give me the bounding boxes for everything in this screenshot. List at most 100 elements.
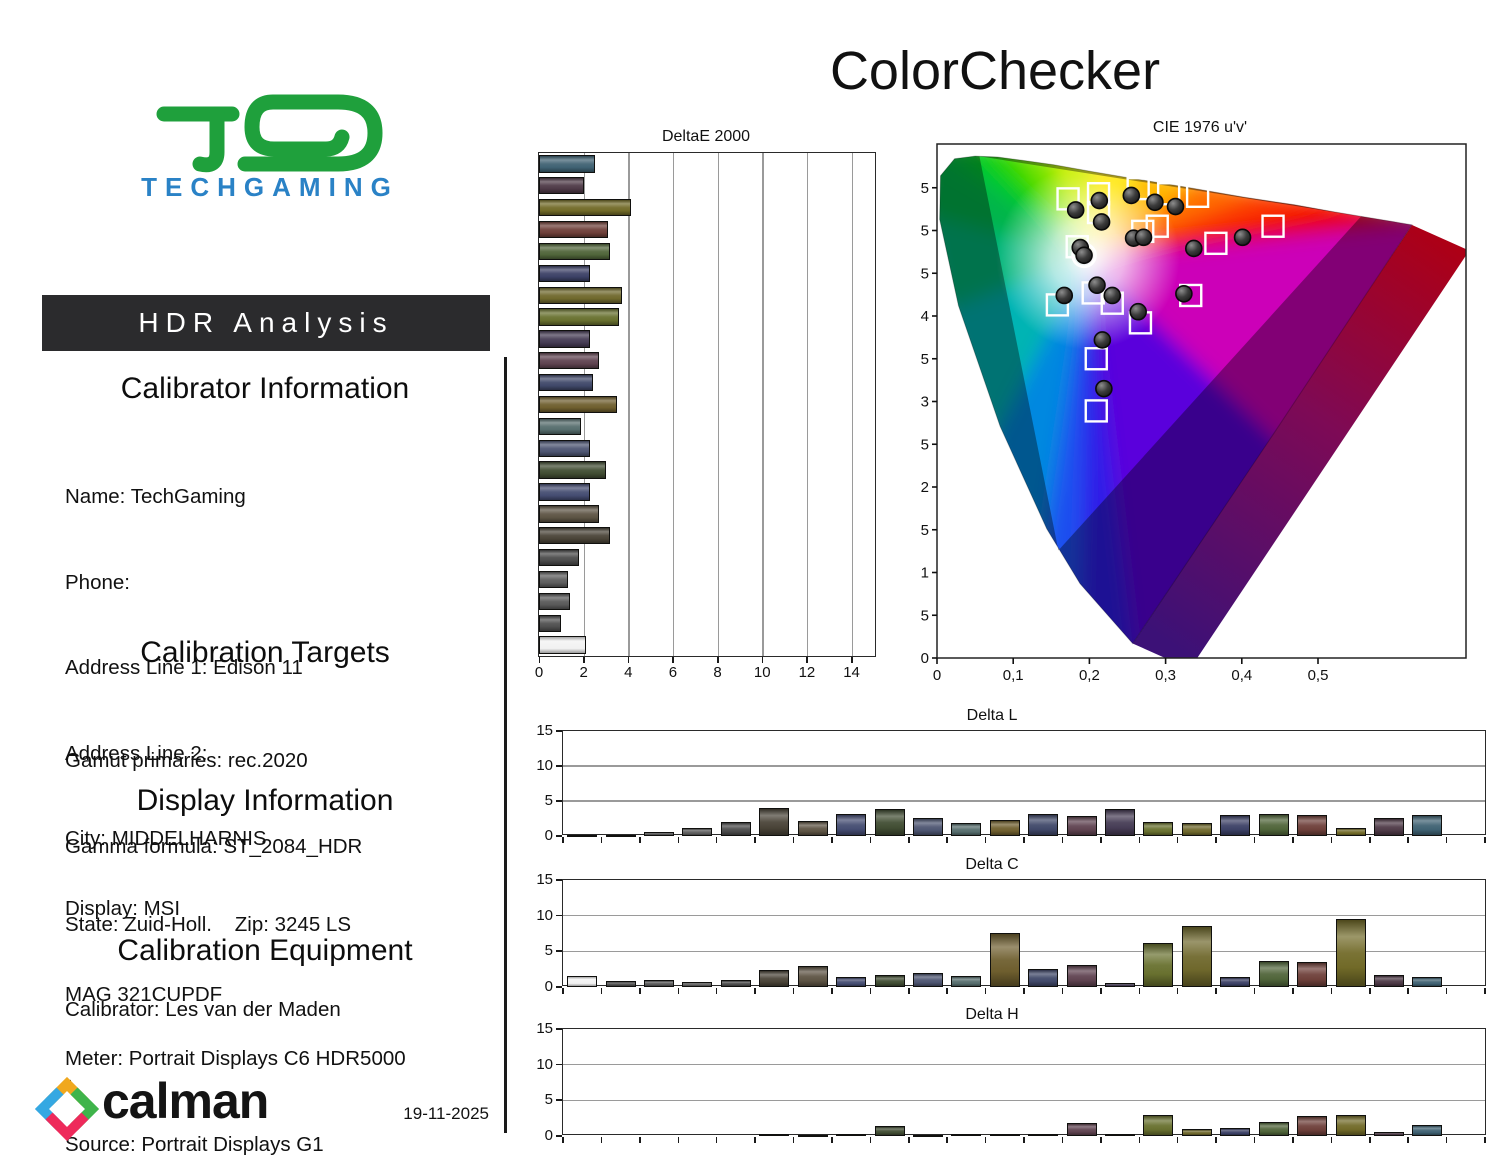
delta_h-bar xyxy=(912,1135,943,1137)
y-axis-label: 5 xyxy=(544,792,553,809)
delta_c-bar xyxy=(1297,961,1328,987)
axis-tick xyxy=(754,1137,756,1143)
deltae-bar xyxy=(539,199,631,217)
calman-chevron-bottom xyxy=(45,1112,89,1141)
deltae-chart: 0 2 4 6 8 10 12 14 xyxy=(535,152,876,681)
measured-point-marker xyxy=(1166,197,1185,216)
logo-t-stem xyxy=(192,106,225,173)
techgaming-logo-mark xyxy=(156,94,383,173)
deltae-bar xyxy=(539,548,580,567)
axis-tick xyxy=(1215,837,1217,843)
y-axis-label: 15 xyxy=(536,1020,553,1037)
axis-tick xyxy=(1292,837,1294,843)
x-axis-label: 8 xyxy=(713,664,722,681)
info-line: Address Line 2: xyxy=(65,741,208,765)
delta_l-bar xyxy=(797,820,828,836)
target-square-marker xyxy=(1185,184,1210,209)
target-square-marker xyxy=(1145,214,1169,238)
gridline xyxy=(851,153,854,656)
gridline xyxy=(563,914,1485,917)
delta_c-bar xyxy=(1258,961,1289,987)
axis-tick xyxy=(1407,988,1409,994)
deltae-bar xyxy=(539,461,606,479)
delta_c-bar xyxy=(874,974,905,987)
gridline xyxy=(563,1099,1485,1102)
measured-point-marker xyxy=(1075,246,1093,265)
spectrum-sector xyxy=(1087,221,1412,458)
y-axis-label: 10 xyxy=(536,1055,553,1073)
delta_l-bar xyxy=(1297,815,1328,836)
axis-tick xyxy=(1176,1137,1179,1143)
axis-tick xyxy=(946,837,948,843)
deltae-bar xyxy=(539,373,593,392)
info-line: MAG 321CUPDF xyxy=(65,982,223,1006)
axis-tick xyxy=(1138,1137,1140,1143)
cie-plot-area: 0 0,05 0,1 0,15 0,2 0,25 0,3 0,35 0,4 0,45 0,5 0,55… xyxy=(920,143,1467,684)
delta_c-bar xyxy=(1412,977,1443,987)
deltae-bar xyxy=(539,177,584,195)
delta_l-bar xyxy=(1105,809,1136,836)
delta_h-bar xyxy=(1143,1114,1174,1136)
axis-tick xyxy=(1215,988,1217,994)
y-axis-tick xyxy=(556,914,562,917)
y-axis-tick xyxy=(556,1063,562,1066)
info-line: Gamma formula: ST_2084_HDR xyxy=(65,834,363,858)
delta_c-bar xyxy=(1220,977,1251,987)
x-axis-label: 0 xyxy=(933,667,941,684)
delta_c-bar xyxy=(1373,974,1404,987)
y-axis-label: 0 xyxy=(544,1127,553,1144)
deltae-bar xyxy=(539,439,591,457)
y-axis-label: 15 xyxy=(536,722,553,739)
axis-tick xyxy=(583,657,585,663)
y-axis-tick xyxy=(556,986,562,988)
measured-point-marker xyxy=(1095,379,1113,398)
y-axis-label: 0,3 xyxy=(920,394,929,411)
delta_h-bar xyxy=(1181,1128,1212,1136)
delta_l-bar xyxy=(989,819,1020,836)
deltae-bar xyxy=(539,570,569,589)
delta_h-bar xyxy=(1220,1128,1251,1136)
measured-point-marker xyxy=(1090,191,1109,210)
delta_l-bar xyxy=(605,835,636,837)
delta_c-bar xyxy=(1105,983,1136,987)
axis-tick xyxy=(1330,837,1333,843)
measured-point-marker xyxy=(1175,284,1193,303)
y-axis-label: 0,1 xyxy=(920,565,929,582)
delta_c-bar xyxy=(720,980,751,987)
axis-tick xyxy=(677,988,679,994)
page-title: ColorChecker xyxy=(829,41,1161,101)
axis-tick xyxy=(908,988,910,994)
gridline xyxy=(628,153,630,656)
axis-tick xyxy=(1369,988,1371,994)
y-axis-label: 0,55 xyxy=(920,180,929,197)
info-line: Address Line 1: Edison 11 xyxy=(65,656,303,679)
measured-point-marker xyxy=(1233,228,1252,247)
y-axis-tick xyxy=(556,765,562,767)
delta_h-bar xyxy=(1258,1121,1289,1136)
axis-tick xyxy=(1369,1137,1371,1143)
delta_c-bar xyxy=(1066,964,1097,987)
report-date: 19-11-2025 xyxy=(403,1104,489,1123)
axis-tick xyxy=(831,837,833,843)
delta_l-bar xyxy=(951,822,982,836)
y-axis-tick xyxy=(556,800,562,802)
delta_h-bar xyxy=(1335,1114,1366,1136)
y-axis-label: 0,05 xyxy=(920,607,929,624)
cie-chart-title: CIE 1976 u'v' xyxy=(1152,119,1248,136)
out-of-gamut-shade xyxy=(939,156,1412,644)
delta_h-bar xyxy=(836,1133,867,1136)
axis-tick xyxy=(600,1137,603,1143)
delta_l-bar xyxy=(644,832,675,836)
delta_l-bar xyxy=(1258,813,1289,836)
delta_h-bar xyxy=(1297,1116,1328,1136)
delta_h-bar xyxy=(797,1135,828,1137)
axis-tick xyxy=(639,1137,641,1143)
deltae-chart-title: DeltaE 2000 xyxy=(661,128,751,145)
axis-tick xyxy=(627,657,630,663)
info-line: Source: Portrait Displays G1 xyxy=(65,1132,324,1156)
logo-loop xyxy=(237,94,383,172)
deltae-bar xyxy=(539,155,595,173)
axis-tick xyxy=(1253,988,1256,994)
measured-point-marker xyxy=(1093,331,1112,349)
measured-point-marker xyxy=(1066,201,1085,219)
